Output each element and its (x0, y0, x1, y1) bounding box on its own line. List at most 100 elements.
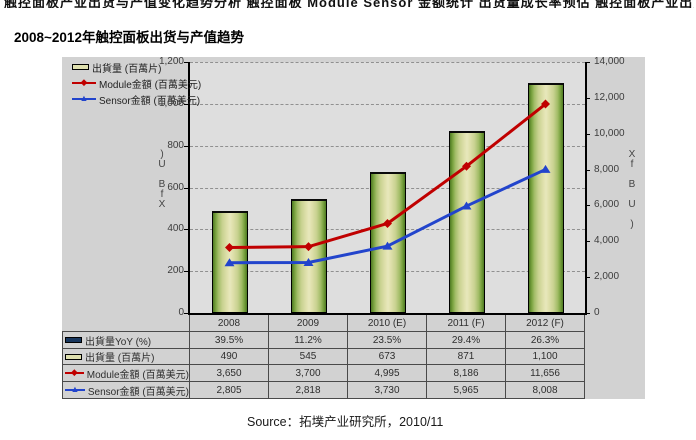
triangle-marker (303, 257, 314, 266)
left-axis-tick-label: 1,200 (158, 56, 184, 67)
left-axis-tick-label: 600 (167, 181, 184, 193)
table-value-cell: 490 (190, 349, 269, 365)
table-value-cell: 3,730 (348, 382, 427, 399)
gridline (190, 62, 585, 63)
right-axis-tickmark (585, 169, 590, 171)
right-axis-tick-label: 8,000 (594, 163, 620, 175)
table-row-label-text: Sensor金額 (百萬美元) (87, 386, 189, 398)
bar-2011 (F) (448, 130, 485, 313)
table-year-header: 2008 (190, 315, 269, 332)
legend-label: Module金額 (百萬美元) (99, 79, 202, 91)
left-axis-tick-label: 0 (178, 307, 184, 318)
table-corner-cell (62, 315, 190, 332)
table-year-header: 2010 (E) (348, 315, 427, 332)
right-axis-tickmark (585, 133, 590, 135)
table-value-cell: 3,650 (190, 365, 269, 382)
right-axis-title: X f B U ) (628, 149, 636, 230)
diamond-marker (383, 218, 392, 228)
table-value-cell: 2,818 (269, 382, 348, 399)
module-line-icon: ◆ (65, 367, 84, 378)
table-value-cell: 2,805 (190, 382, 269, 399)
sensor-line-icon: ▲ (65, 384, 85, 395)
table-value-cell: 5,965 (427, 382, 506, 399)
legend-item: 出貨量 (百萬片) (72, 59, 201, 75)
triangle-marker (382, 241, 393, 250)
plot-area (188, 62, 587, 315)
table-row-label: ◆ Module金額 (百萬美元) (62, 365, 190, 382)
table-value-cell: 4,995 (348, 365, 427, 382)
table-value-cell: 11.2% (269, 332, 348, 349)
left-axis-tick-label: 800 (167, 139, 184, 151)
right-axis-tick-label: 2,000 (594, 271, 620, 283)
yoy-bar-series-icon (65, 337, 82, 343)
left-axis-tickmark (184, 187, 189, 189)
module-line-icon: ◆ (72, 77, 96, 88)
right-axis-tickmark (585, 97, 590, 99)
gridline (190, 145, 585, 147)
chart-data-table: 2008 2009 2010 (E) 2011 (F) 2012 (F) 出貨量YoY (… (62, 315, 586, 399)
table-row-label: 出貨量 (百萬片) (62, 349, 190, 365)
right-axis-tickmark (585, 313, 590, 314)
diamond-marker (225, 243, 234, 253)
table-value-cell: 545 (269, 349, 348, 365)
page-title: 2008~2012年触控面板出货与产值趋势 (14, 30, 244, 45)
left-axis-tickmark (184, 229, 189, 231)
right-axis-tickmark (585, 205, 590, 207)
legend-item: ▲ Sensor金額 (百萬美元) (72, 91, 201, 107)
right-axis-tick-label: 10,000 (594, 127, 625, 139)
table-year-header: 2012 (F) (506, 315, 585, 332)
table-row-label-text: 出貨量 (百萬片) (85, 353, 155, 364)
sensor-line-icon: ▲ (72, 93, 96, 104)
left-axis-tickmark (184, 313, 189, 314)
bar-series-icon (65, 353, 82, 360)
right-axis-tick-label: 14,000 (594, 56, 625, 67)
bar-2009 (290, 199, 327, 313)
right-axis-tickmark (585, 277, 590, 279)
left-axis-tickmark (184, 62, 189, 63)
table-value-cell: 3,700 (269, 365, 348, 382)
right-axis-tick-label: 6,000 (594, 199, 620, 211)
chart-panel: 出貨量 (百萬片) ◆ Module金額 (百萬美元) ▲ Sensor金額 (百萬美元… (62, 57, 645, 399)
table-value-cell: 8,008 (506, 382, 585, 399)
table-row-label: ▲ Sensor金額 (百萬美元) (62, 382, 190, 399)
bar-series-icon (72, 64, 89, 70)
table-row-label: 出貨量YoY (%) (62, 332, 190, 349)
left-axis-tickmark (184, 145, 189, 147)
left-axis-title: ) U B f X (158, 149, 166, 210)
table-value-cell: 29.4% (427, 332, 506, 349)
table-value-cell: 8,186 (427, 365, 506, 382)
left-axis-tick-label: 200 (167, 265, 184, 277)
right-axis-tick-label: 0 (594, 307, 600, 318)
triangle-marker (224, 258, 235, 267)
table-year-header: 2011 (F) (427, 315, 506, 332)
left-axis-tick-label: 1,000 (158, 97, 184, 109)
right-axis-tick-label: 12,000 (594, 91, 625, 103)
right-axis-tickmark (585, 241, 590, 243)
table-row-label-text: Module金額 (百萬美元) (86, 369, 189, 381)
table-value-cell: 1,100 (506, 349, 585, 365)
table-value-cell: 23.5% (348, 332, 427, 349)
clipped-top-text: 触控面板产业出货与产值变化趋势分析 触控面板 Module Sensor 金额统… (4, 0, 694, 8)
chart-legend: 出貨量 (百萬片) ◆ Module金額 (百萬美元) ▲ Sensor金額 (百萬美元… (72, 59, 201, 107)
triangle-marker (461, 201, 472, 210)
table-value-cell: 673 (348, 349, 427, 365)
table-value-cell: 871 (427, 349, 506, 365)
source-caption: Source：拓墣产业研究所，2010/11 (247, 415, 444, 429)
legend-item: ◆ Module金額 (百萬美元) (72, 75, 201, 91)
table-row-label-text: 出貨量YoY (%) (85, 336, 152, 348)
legend-label: Sensor金額 (百萬美元) (99, 95, 201, 107)
right-axis-tickmark (585, 62, 590, 63)
table-value-cell: 39.5% (190, 332, 269, 349)
diamond-marker (304, 242, 313, 252)
table-value-cell: 26.3% (506, 332, 585, 349)
left-axis-tickmark (184, 271, 189, 273)
left-axis-tick-label: 400 (167, 223, 184, 235)
diamond-marker (541, 99, 550, 109)
legend-label: 出貨量 (百萬片) (92, 63, 162, 75)
bar-2012 (F) (527, 82, 564, 313)
triangle-marker (540, 164, 551, 173)
left-axis-tickmark (184, 103, 189, 105)
table-year-header: 2009 (269, 315, 348, 332)
table-value-cell: 11,656 (506, 365, 585, 382)
gridline (190, 103, 585, 105)
